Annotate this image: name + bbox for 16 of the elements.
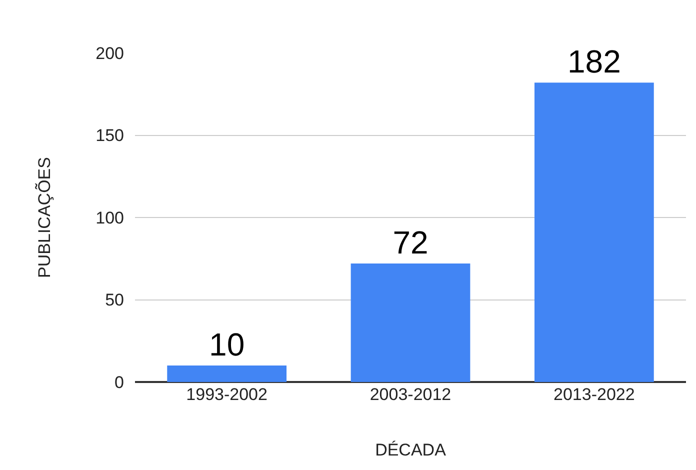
x-tick-label: 2003-2012 [370, 385, 452, 404]
y-tick-label: 100 [96, 208, 124, 228]
x-tick-label: 1993-2002 [186, 385, 268, 404]
y-axis-title: PUBLICAÇÕES [35, 157, 54, 278]
data-label: 72 [392, 224, 428, 261]
y-tick-label: 0 [114, 372, 124, 392]
bar [167, 366, 287, 382]
bar [534, 82, 654, 382]
y-tick-label: 50 [105, 290, 124, 310]
data-label: 10 [209, 326, 245, 363]
bar [350, 264, 470, 382]
data-label: 182 [567, 44, 621, 80]
y-tick-label: 200 [96, 44, 124, 63]
x-tick-label: 2013-2022 [554, 385, 635, 404]
x-axis-title: DÉCADA [375, 440, 447, 460]
y-tick-label: 150 [96, 126, 124, 146]
